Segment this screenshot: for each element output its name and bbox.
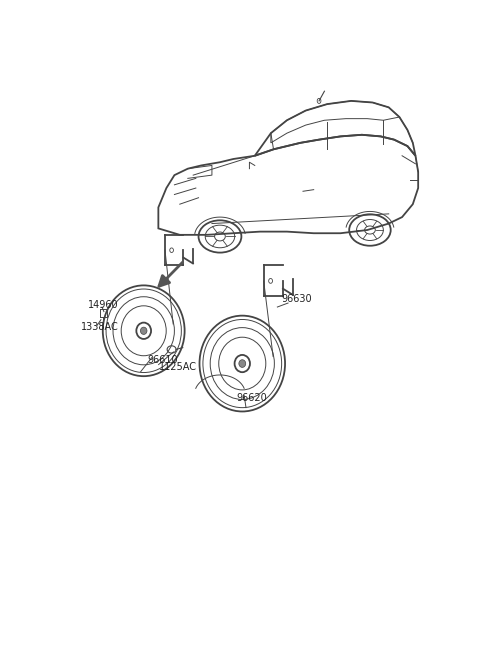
Text: 96630: 96630 <box>281 294 312 304</box>
Text: 1125AC: 1125AC <box>158 362 197 372</box>
Text: 96620: 96620 <box>237 393 267 403</box>
Text: 96610: 96610 <box>147 355 178 365</box>
Ellipse shape <box>141 327 147 335</box>
Text: 1338AC: 1338AC <box>81 322 118 331</box>
Ellipse shape <box>239 360 246 367</box>
Text: 14960: 14960 <box>88 299 119 310</box>
